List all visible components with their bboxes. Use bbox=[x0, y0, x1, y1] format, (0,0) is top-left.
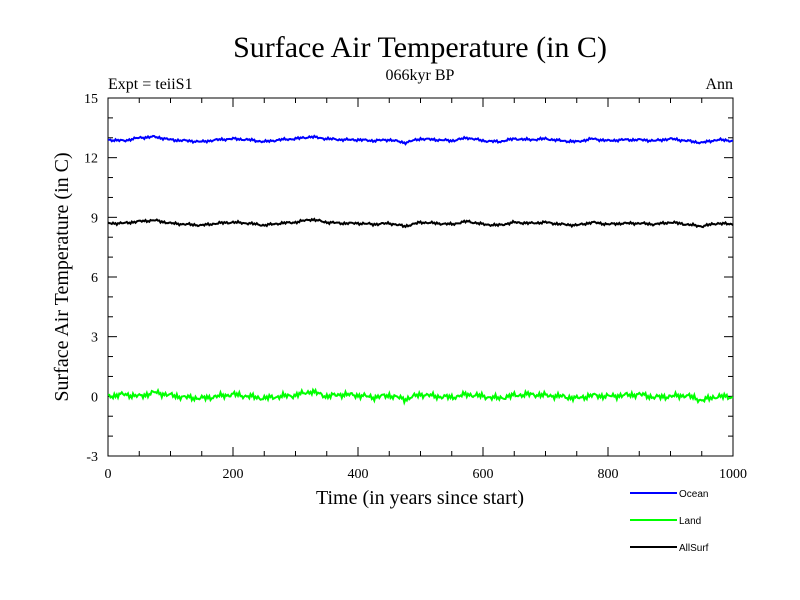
x-tick-label: 200 bbox=[223, 467, 244, 482]
y-axis-label: Surface Air Temperature (in C) bbox=[51, 152, 73, 401]
y-tick-label: 6 bbox=[91, 271, 98, 286]
series-lines bbox=[107, 134, 734, 406]
y-tick-label: -3 bbox=[86, 450, 98, 465]
experiment-label: Expt = teiiS1 bbox=[108, 76, 193, 93]
y-tick-label: 12 bbox=[84, 152, 98, 167]
legend-label-land: Land bbox=[679, 516, 701, 527]
y-tick-label: 9 bbox=[91, 211, 98, 226]
x-tick-label: 600 bbox=[473, 467, 494, 482]
chart-subtitle: 066kyr BP bbox=[386, 67, 455, 84]
x-axis-label: Time (in years since start) bbox=[316, 487, 524, 509]
season-label: Ann bbox=[705, 76, 733, 93]
y-tick-label: 15 bbox=[84, 92, 98, 107]
x-axis: 0 200 400 600 800 1000 bbox=[105, 98, 747, 482]
y-tick-label: 3 bbox=[91, 331, 98, 346]
x-tick-label: 400 bbox=[348, 467, 369, 482]
legend: Ocean Land AllSurf bbox=[630, 489, 709, 554]
x-tick-label: 800 bbox=[598, 467, 619, 482]
series-line-ocean bbox=[108, 134, 733, 146]
x-tick-label: 0 bbox=[105, 467, 112, 482]
legend-label-allsurf: AllSurf bbox=[679, 543, 709, 554]
chart-title: Surface Air Temperature (in C) bbox=[233, 31, 607, 64]
series-line-allsurf bbox=[107, 217, 734, 229]
y-tick-label: 0 bbox=[91, 390, 98, 405]
plot-frame bbox=[107, 97, 734, 457]
series-line-land bbox=[107, 387, 734, 406]
y-axis: -3 0 3 6 9 12 15 bbox=[84, 92, 733, 465]
legend-label-ocean: Ocean bbox=[679, 489, 708, 500]
x-tick-label: 1000 bbox=[719, 467, 747, 482]
